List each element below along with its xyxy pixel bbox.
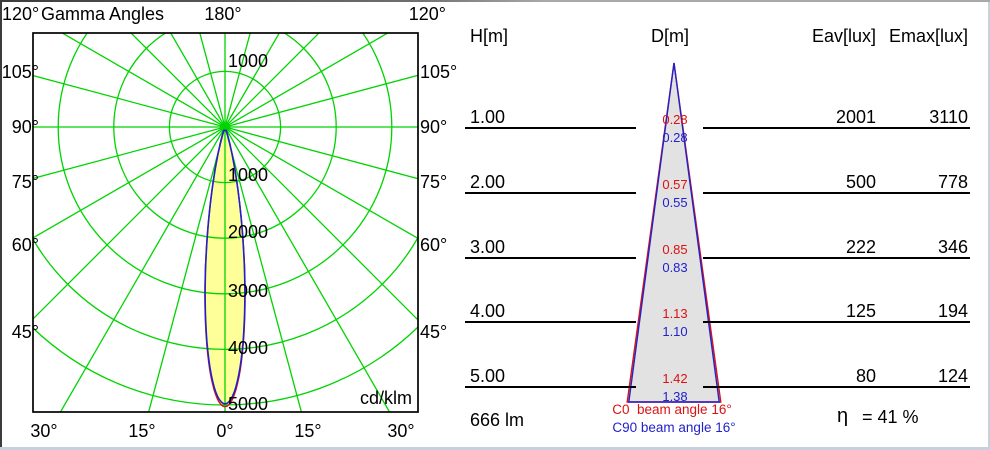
beam-curve-c90 <box>204 129 246 405</box>
column-header-diameter: D[m] <box>651 26 689 46</box>
polar-grid <box>33 33 418 412</box>
gamma-label-right-2: 75° <box>420 172 448 192</box>
row-2-height: 3.00 <box>470 237 506 257</box>
luminous-flux-value: 666 lm <box>470 410 525 430</box>
row-3-line-left <box>465 321 636 323</box>
c0-beam-angle-note: C0 beam angle 16° <box>612 402 732 417</box>
efficiency-value: = 41 % <box>862 407 919 427</box>
frame-edge-right <box>988 2 990 447</box>
row-3-eav: 125 <box>845 301 876 321</box>
row-1-line-right <box>703 192 970 194</box>
row-4-diameter-c0: 1.42 <box>662 371 688 386</box>
row-1-eav: 500 <box>845 172 876 192</box>
row-4-emax: 124 <box>937 366 968 386</box>
row-2-line-left <box>465 257 636 259</box>
row-2-line-right <box>703 257 970 259</box>
gamma-corner-label-left: 120° <box>2 4 40 24</box>
frame-edge-left <box>0 0 2 447</box>
row-2-eav: 222 <box>845 237 876 257</box>
ring-value-label-4: 4000 <box>228 338 269 358</box>
row-2-emax: 346 <box>937 237 968 257</box>
frame-edge-top <box>0 0 990 2</box>
column-header-emax: Emax[lux] <box>888 26 968 46</box>
polar-frame <box>32 32 419 413</box>
ring-value-label-5: 5000 <box>228 394 269 414</box>
row-1-line-left <box>465 192 636 194</box>
gamma-corner-label-right: 120° <box>408 4 446 24</box>
c-plane-angle-label-2: 0° <box>216 421 234 441</box>
ring-value-label-2: 2000 <box>228 222 269 242</box>
column-header-eav: Eav[lux] <box>811 26 876 46</box>
row-0-line-left <box>465 127 636 129</box>
row-0-emax: 3110 <box>929 107 968 127</box>
gamma-label-left-0: 105° <box>1 62 39 82</box>
row-0-diameter-c90: 0.28 <box>662 130 688 145</box>
cone-c90-outline <box>628 62 720 403</box>
gamma-label-right-3: 60° <box>420 235 448 255</box>
c-plane-angle-label-3: 15° <box>294 421 322 441</box>
gamma-label-left-4: 45° <box>11 322 39 342</box>
row-4-height: 5.00 <box>470 366 506 386</box>
ring-value-label-0: 1000 <box>228 51 269 71</box>
row-2-diameter-c90: 0.83 <box>662 260 688 275</box>
row-4-line-right <box>703 386 970 388</box>
gamma-label-right-4: 45° <box>420 322 448 342</box>
row-4-line-left <box>465 386 636 388</box>
row-0-diameter-c0: 0.28 <box>662 112 688 127</box>
grid-radial-165 <box>33 74 418 180</box>
efficiency-symbol: η <box>837 405 849 427</box>
gamma-label-right-0: 105° <box>420 62 458 82</box>
c-plane-angle-label-0: 30° <box>30 421 58 441</box>
gamma-label-left-1: 90° <box>11 117 39 137</box>
row-1-diameter-c90: 0.55 <box>662 195 688 210</box>
row-4-eav: 80 <box>855 366 876 386</box>
gamma-top-label: 180° <box>204 4 242 24</box>
c90-beam-angle-note: C90 beam angle 16° <box>612 420 736 435</box>
row-4-diameter-c90: 1.38 <box>662 389 688 404</box>
row-0-eav: 2001 <box>835 107 876 127</box>
c-plane-angle-label-4: 30° <box>387 421 415 441</box>
row-2-diameter-c0: 0.85 <box>662 242 688 257</box>
frame-edge-bottom <box>0 447 990 450</box>
row-0-line-right <box>703 127 970 129</box>
row-3-diameter-c0: 1.13 <box>662 306 688 321</box>
row-3-height: 4.00 <box>470 301 506 321</box>
row-1-emax: 778 <box>937 172 968 192</box>
ring-value-label-1: 1000 <box>228 165 269 185</box>
c-plane-angle-label-1: 15° <box>128 421 156 441</box>
polar-title: Gamma Angles <box>41 4 165 24</box>
row-3-emax: 194 <box>937 301 968 321</box>
gamma-label-right-1: 90° <box>420 117 448 137</box>
row-1-height: 2.00 <box>470 172 506 192</box>
gamma-label-left-3: 60° <box>11 235 39 255</box>
gamma-label-left-2: 75° <box>11 172 39 192</box>
row-1-diameter-c0: 0.57 <box>662 177 688 192</box>
row-0-height: 1.00 <box>470 107 506 127</box>
ring-value-label-3: 3000 <box>228 281 269 301</box>
row-3-line-right <box>703 321 970 323</box>
polar-intensity-diagram <box>32 32 419 413</box>
polar-unit-label: cd/klm <box>359 388 412 408</box>
column-header-height: H[m] <box>470 26 508 46</box>
row-3-diameter-c90: 1.10 <box>662 324 688 339</box>
